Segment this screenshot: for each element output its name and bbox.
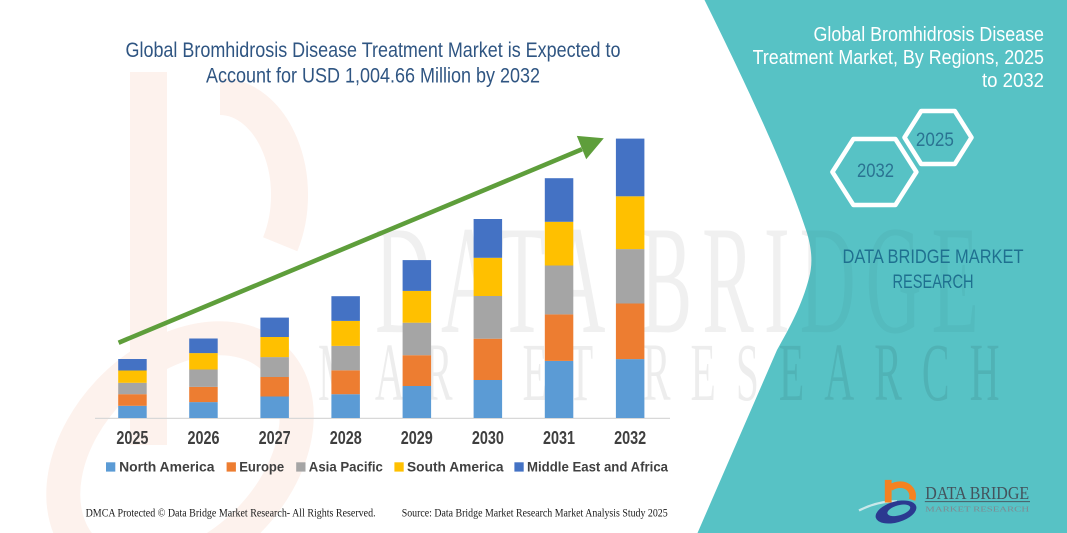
svg-text:South America: South America bbox=[407, 460, 504, 475]
svg-text:Global Bromhidrosis Disease Tr: Global Bromhidrosis Disease Treatment Ma… bbox=[126, 39, 621, 62]
svg-text:DMCA Protected © Data Bridge M: DMCA Protected © Data Bridge Market Rese… bbox=[86, 508, 376, 520]
svg-text:Middle East and Africa: Middle East and Africa bbox=[527, 460, 668, 475]
svg-text:North America: North America bbox=[119, 460, 215, 475]
svg-text:2025: 2025 bbox=[116, 428, 148, 448]
svg-text:Source: Data Bridge Market Res: Source: Data Bridge Market Research Mark… bbox=[402, 508, 668, 520]
svg-text:2028: 2028 bbox=[330, 428, 362, 448]
svg-text:Account for USD 1,004.66 Milli: Account for USD 1,004.66 Million by 2032 bbox=[206, 65, 540, 88]
svg-text:Treatment Market, By Regions,: Treatment Market, By Regions, 2025 bbox=[753, 47, 1044, 69]
svg-text:DATA BRIDGE MARKET: DATA BRIDGE MARKET bbox=[843, 247, 1024, 268]
svg-text:Global Bromhidrosis Disease: Global Bromhidrosis Disease bbox=[814, 24, 1045, 46]
svg-text:2032: 2032 bbox=[614, 428, 646, 448]
svg-text:RESEARCH: RESEARCH bbox=[893, 272, 974, 293]
svg-text:2026: 2026 bbox=[188, 428, 220, 448]
svg-text:2030: 2030 bbox=[472, 428, 504, 448]
svg-text:to 2032: to 2032 bbox=[982, 70, 1044, 92]
svg-text:Europe: Europe bbox=[239, 460, 284, 475]
svg-text:2029: 2029 bbox=[401, 428, 433, 448]
svg-text:MARKET RESEARCH: MARKET RESEARCH bbox=[925, 506, 1029, 514]
svg-text:2032: 2032 bbox=[857, 160, 894, 182]
svg-text:DATA BRIDGE: DATA BRIDGE bbox=[925, 483, 1029, 503]
svg-text:2031: 2031 bbox=[543, 428, 575, 448]
svg-text:Asia Pacific: Asia Pacific bbox=[309, 460, 384, 475]
svg-text:2027: 2027 bbox=[259, 428, 291, 448]
svg-text:2025: 2025 bbox=[916, 129, 954, 151]
